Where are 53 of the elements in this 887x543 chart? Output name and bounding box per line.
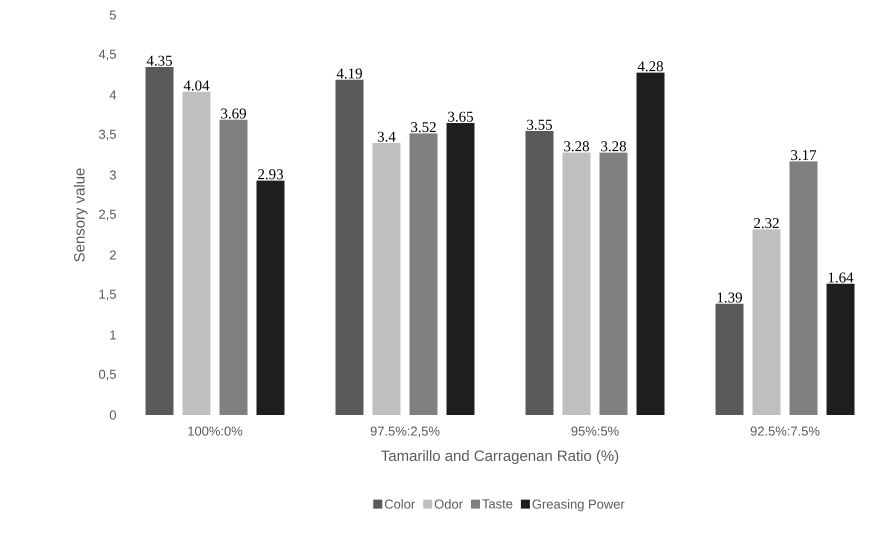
data-label: 1.64: [828, 272, 854, 283]
y-tick-label: 3: [110, 170, 116, 180]
bar: [220, 120, 248, 415]
data-label: 3.55: [527, 120, 552, 130]
y-tick-label: 2: [110, 250, 116, 260]
legend-label: Color: [384, 499, 415, 509]
bar: [600, 152, 628, 415]
data-label: 2.93: [258, 169, 283, 180]
y-tick-label: 2,5: [99, 210, 116, 220]
data-label: 2.32: [754, 218, 779, 228]
legend-label: Odor: [434, 499, 463, 509]
data-label: 3.28: [564, 141, 590, 152]
y-tick-label: 4,5: [98, 50, 116, 60]
x-tick-label: 95%:5%: [571, 426, 619, 436]
legend-label: Taste: [482, 499, 512, 508]
bar: [146, 66, 174, 415]
bar: [410, 133, 438, 415]
data-label: 4.35: [146, 56, 172, 66]
bar: [446, 122, 475, 415]
data-label: 3.69: [221, 108, 246, 119]
y-tick-label: 0,5: [98, 370, 116, 380]
data-label: 4.19: [336, 68, 362, 79]
y-axis-title: Sensory value: [74, 168, 88, 262]
data-label: 3.28: [601, 141, 626, 152]
legend-label: Greasing Power: [532, 499, 625, 512]
y-tick-label: 3,5: [98, 130, 116, 140]
data-label: 1.39: [718, 292, 742, 303]
bar: [372, 142, 401, 415]
x-tick-label: 92.5%:7.5%: [750, 426, 820, 436]
data-label: 3.17: [791, 150, 816, 160]
bar: [716, 304, 744, 415]
x-tick-label: 100%:0%: [188, 426, 242, 436]
x-tick-label: 97.5%:2,5%: [370, 426, 440, 438]
bar: [336, 80, 364, 415]
data-label: 4.04: [184, 80, 210, 91]
data-label: 4.28: [638, 61, 664, 72]
bar: [526, 130, 554, 415]
data-label: 3.4: [378, 132, 396, 142]
data-label: 3.65: [448, 112, 473, 122]
x-axis-title: Tamarillo and Carragenan Ratio (%): [381, 450, 618, 464]
y-tick-label: 5: [110, 10, 116, 20]
bar: [182, 92, 210, 415]
bar: [256, 180, 285, 415]
bar: [752, 229, 781, 415]
data-label: 3.52: [411, 122, 436, 132]
y-tick-label: 1: [110, 330, 116, 340]
bar: [790, 161, 818, 415]
y-tick-label: 0: [110, 410, 116, 420]
bar: [636, 72, 665, 415]
y-tick-label: 4: [110, 90, 116, 100]
y-tick-label: 1,5: [99, 290, 116, 300]
bar: [562, 152, 591, 415]
bar: [826, 284, 855, 415]
